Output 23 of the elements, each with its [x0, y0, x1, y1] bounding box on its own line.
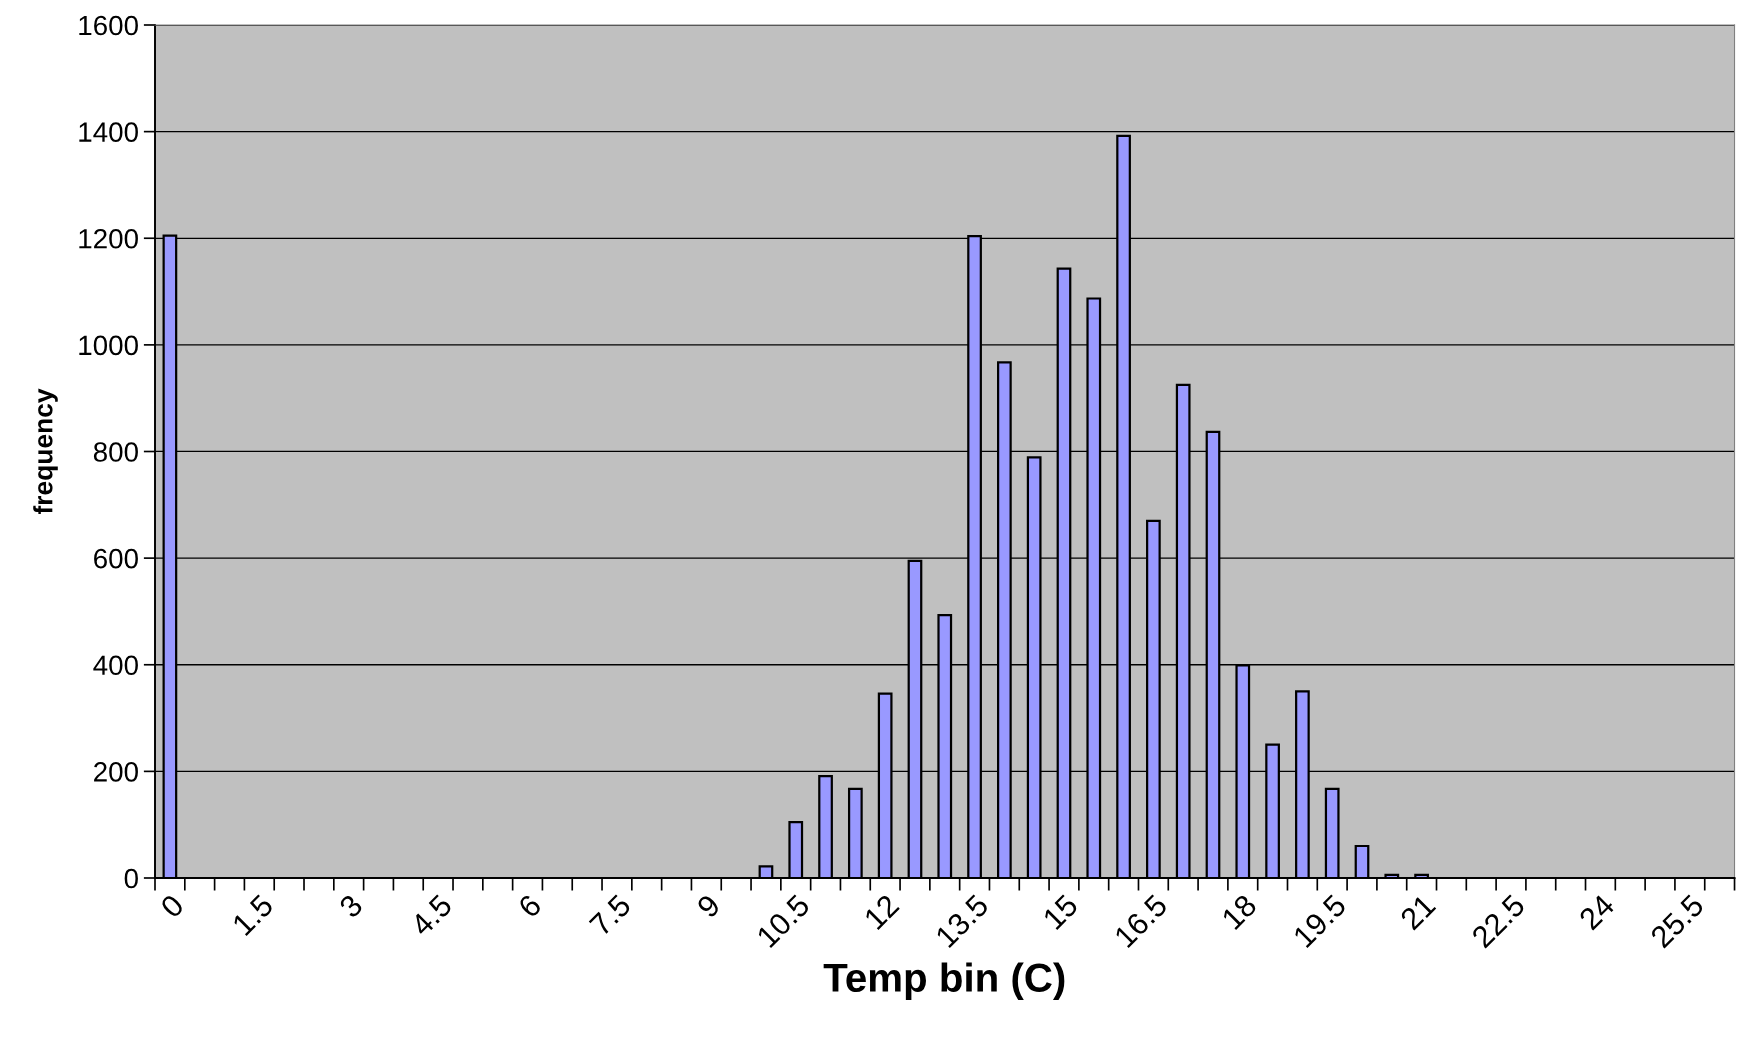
y-tick-label: 1600: [79, 15, 138, 36]
x-axis-title: Temp bin (C): [823, 962, 1065, 1000]
x-tick-label: 0: [159, 893, 185, 919]
y-tick-label: 1400: [79, 122, 138, 142]
y-tick-label: 1200: [79, 228, 138, 249]
y-axis-title: frequency: [33, 388, 58, 515]
y-tick-label: 400: [93, 655, 138, 676]
x-tick-label: 15: [1042, 893, 1079, 931]
x-tick-label: 7.5: [588, 893, 632, 937]
y-tick-label: 800: [93, 442, 138, 462]
y-tick-label: 200: [94, 762, 138, 782]
x-tick-label: 18: [1220, 893, 1258, 931]
x-tick-label: 3: [338, 893, 364, 919]
x-tick-label: 9: [695, 893, 722, 919]
x-tick-label: 6: [517, 893, 543, 919]
y-tick-label: 0: [124, 868, 138, 889]
x-tick-label: 4.5: [409, 893, 454, 938]
x-tick-label: 12: [863, 893, 900, 930]
x-tick-label: 1.5: [231, 893, 275, 937]
y-tick-label: 1000: [79, 335, 138, 356]
x-tick-label: 24: [1578, 893, 1616, 931]
y-tick-label: 600: [94, 548, 138, 569]
x-tick-label: 21: [1399, 893, 1437, 931]
